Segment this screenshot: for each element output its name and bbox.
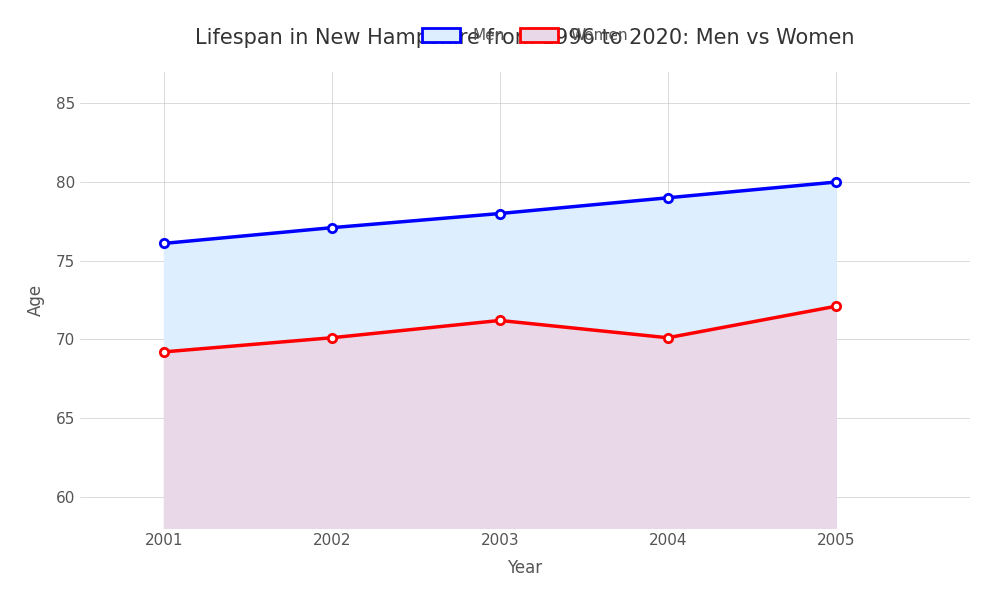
Legend: Men, Women: Men, Women [414, 20, 636, 51]
X-axis label: Year: Year [507, 559, 543, 577]
Y-axis label: Age: Age [27, 284, 45, 316]
Title: Lifespan in New Hampshire from 1996 to 2020: Men vs Women: Lifespan in New Hampshire from 1996 to 2… [195, 28, 855, 48]
